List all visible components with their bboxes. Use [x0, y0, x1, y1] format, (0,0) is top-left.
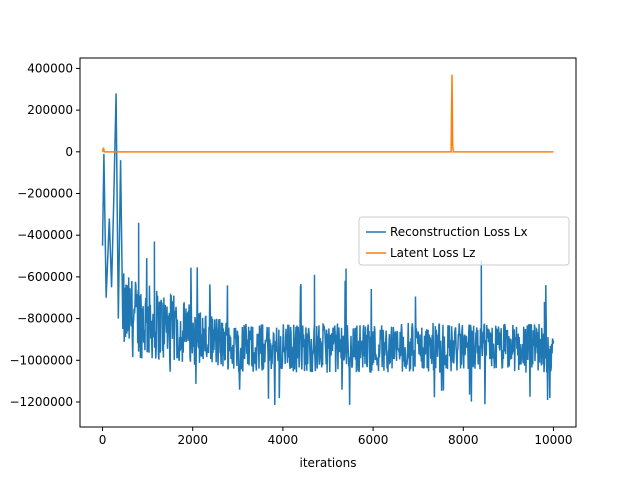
series-reconstruction-loss-line [101, 93, 555, 406]
y-tick-label: −200000 [17, 187, 73, 201]
x-tick-label: 4000 [268, 433, 299, 447]
axes: 0 2000 4000 6000 8000 10000 400000 200000 0 −2000… [10, 57, 577, 447]
y-tick-label: −1000000 [10, 353, 74, 367]
x-tick-label: 2000 [177, 433, 208, 447]
x-axis-label: iterations [300, 456, 357, 470]
x-tick-label: 8000 [448, 433, 479, 447]
y-tick-label: −1200000 [10, 395, 74, 409]
y-tick-label: 400000 [27, 61, 73, 75]
x-tick-label: 0 [99, 433, 107, 447]
plot-area [101, 74, 555, 406]
x-tick-label: 6000 [358, 433, 389, 447]
legend-entry-label: Latent Loss Lz [390, 246, 475, 260]
y-tick-label: 0 [65, 145, 73, 159]
axes-frame [79, 57, 577, 428]
legend-entry-label: Reconstruction Loss Lx [390, 225, 528, 239]
y-tick-label: −400000 [17, 228, 73, 242]
y-tick-label: 200000 [27, 103, 73, 117]
legend-box [358, 216, 570, 266]
y-tick-label: −800000 [17, 312, 73, 326]
legend: Reconstruction Loss Lx Latent Loss Lz [358, 216, 570, 266]
y-tick-label: −600000 [17, 270, 73, 284]
series-latent-loss-line [101, 74, 554, 153]
x-tick-label: 10000 [534, 433, 572, 447]
